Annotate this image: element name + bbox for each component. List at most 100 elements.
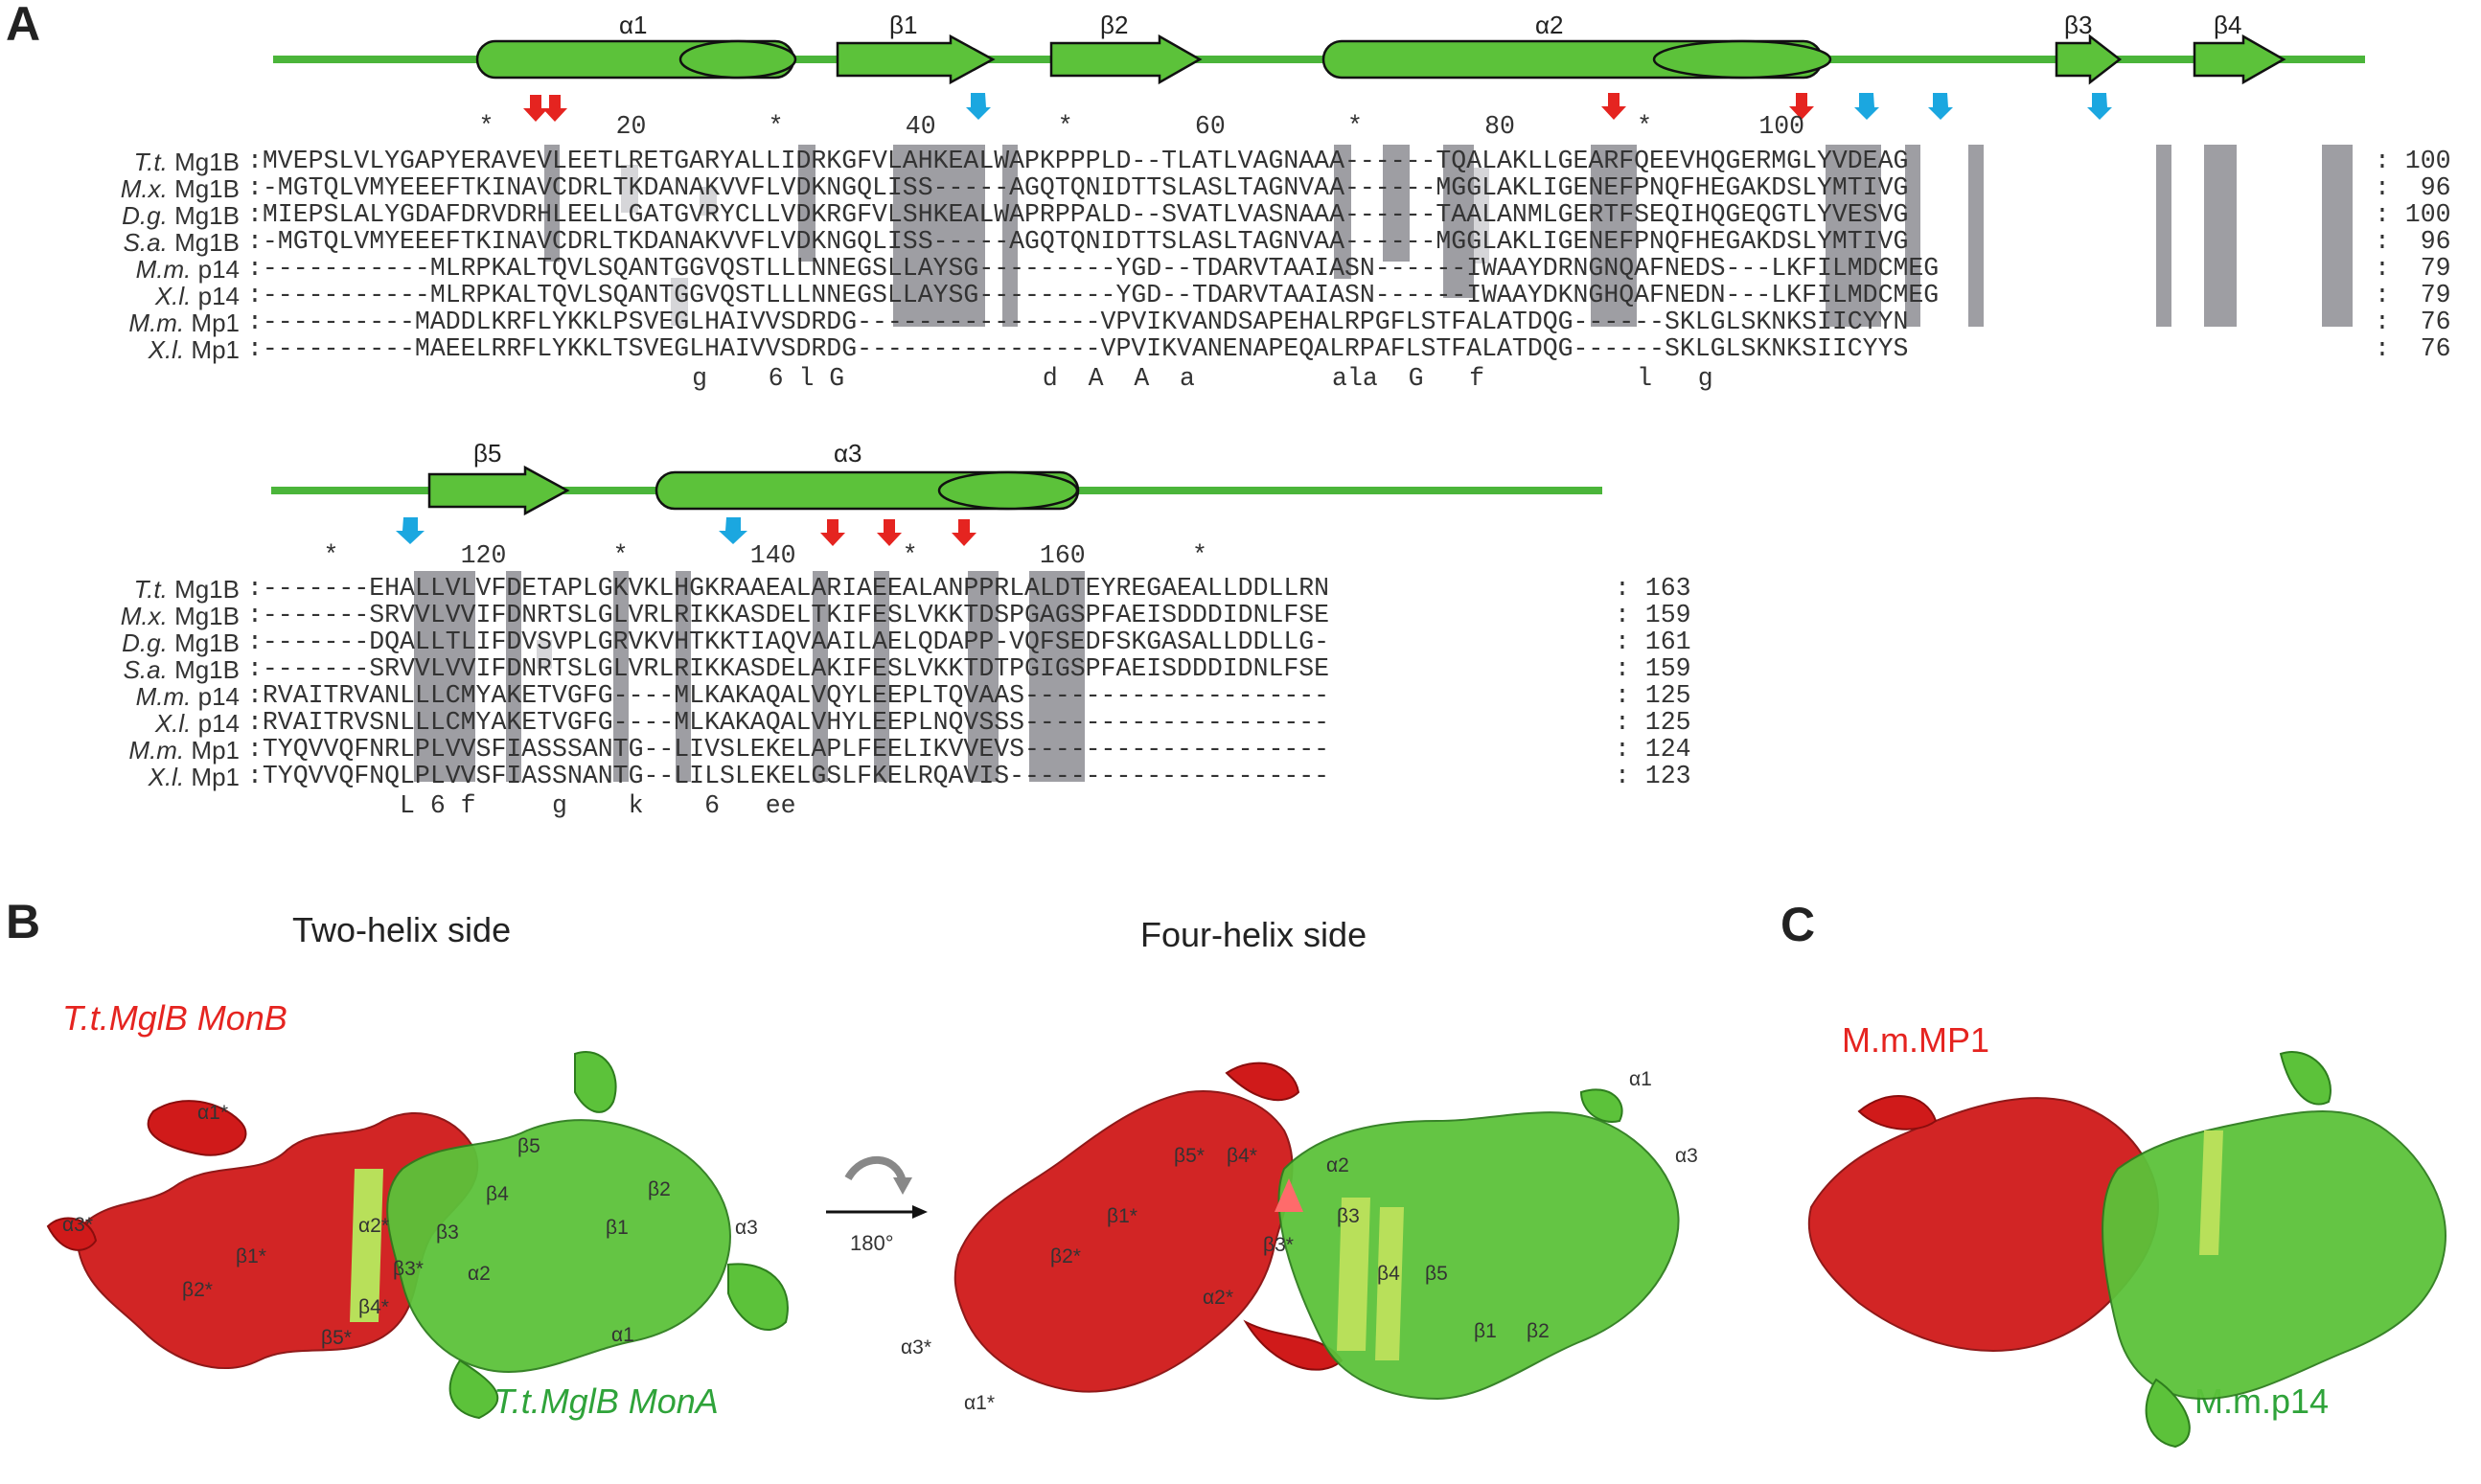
red-chain-cartoon — [953, 1062, 1344, 1393]
structure-label: β2 — [1527, 1320, 1550, 1342]
residue-arrows-1 — [523, 93, 2112, 122]
ss-label-alpha2: α2 — [1535, 11, 1564, 39]
ss-label-beta4: β4 — [2214, 11, 2242, 39]
structure-label: β4* — [1227, 1145, 1257, 1167]
structure-label: α1* — [197, 1102, 228, 1124]
monb-label: T.t.MglB MonB — [62, 998, 287, 1038]
species-label-6: X.l. p14 — [154, 709, 240, 738]
sequence-row: :MVEPSLVLYGAPYERAVEVLEETLRETGARYALLIDRKG… — [247, 147, 1909, 175]
structure-label: α1 — [611, 1324, 634, 1346]
structure-label: β3 — [436, 1221, 459, 1244]
green-chain-cartoon — [1277, 1088, 1680, 1401]
mp1-label: M.m.MP1 — [1842, 1020, 1990, 1060]
structure-label: β3* — [393, 1258, 424, 1280]
structure-label: β4 — [486, 1183, 509, 1205]
sequence-row: :-----------MLRPKALTQVLSQANTGGVQSTLLLNNE… — [247, 254, 1940, 283]
structure-mp1-p14 — [1807, 1051, 2447, 1449]
structure-label: α3 — [735, 1217, 758, 1239]
sequence-row: :-MGTQLVMYEEEFTKINAVCDRLTKDANAKVVFLVDKNG… — [247, 227, 1909, 256]
ruler-1: * 20 * 40 * 60 * 80 * 100 — [402, 112, 1805, 141]
ss-label-beta3: β3 — [2064, 11, 2093, 39]
end-number: : 125 — [1615, 708, 1691, 737]
ruler-2: * 120 * 140 * 160 * — [247, 541, 1207, 570]
conservation-shading-2 — [414, 571, 1085, 782]
sequence-row: :-------SRVVLVVIFDNRTSLGLVRLRIKKASDELTKI… — [247, 601, 1330, 629]
species-label-4: S.a. Mg1B — [123, 655, 240, 684]
structure-label: β1* — [236, 1245, 266, 1267]
structure-label: α2 — [468, 1263, 491, 1285]
ss-label-alpha3: α3 — [834, 439, 862, 468]
red-chain-cartoon — [1807, 1095, 2159, 1353]
structure-label: β4 — [1377, 1263, 1400, 1285]
structure-four-helix-side — [953, 1062, 1680, 1401]
structure-label: β3* — [1263, 1234, 1294, 1256]
sequence-row: :-------SRVVLVVIFDNRTSLGLVRLRIKKASDELAKI… — [247, 654, 1330, 683]
species-label-1: T.t. Mg1B — [133, 148, 240, 176]
blue-arrow-icon — [396, 517, 747, 544]
structure-label: β2 — [648, 1178, 671, 1200]
structure-label: α1 — [1629, 1068, 1652, 1090]
green-chain-cartoon — [2102, 1051, 2447, 1449]
structure-two-helix-side — [46, 1051, 789, 1420]
structure-label: β3 — [1337, 1205, 1360, 1227]
strand-beta4-glyph — [2193, 34, 2286, 85]
helix-alpha3-glyph — [655, 470, 1080, 511]
end-number: : 159 — [1615, 601, 1691, 629]
end-number: : 76 — [2375, 308, 2451, 336]
central-sheet-cartoon — [350, 1169, 383, 1322]
sequence-row: :----------MAEELRRFLYKKLTSVEGLHAIVVSDRDG… — [247, 334, 1909, 363]
mona-label: T.t.MglB MonA — [494, 1381, 719, 1421]
sequence-row: :-------EHALLVLVFDETAPLGKVKLHGKRAAEALARI… — [247, 574, 1330, 603]
species-label-7: M.m. Mp1 — [128, 736, 240, 765]
rotate-arrow-icon — [826, 1155, 928, 1219]
end-number: : 125 — [1615, 681, 1691, 710]
species-label-3: D.g. Mg1B — [122, 201, 240, 230]
consensus-row-2: L 6 f g k 6 ee — [247, 791, 796, 820]
strand-beta1-glyph — [836, 34, 996, 85]
ss-label-beta5: β5 — [473, 439, 502, 468]
strand-beta5-glyph — [427, 465, 570, 516]
ss-label-beta2: β2 — [1100, 11, 1129, 39]
species-label-2: M.x. Mg1B — [120, 174, 240, 203]
structure-label: α3* — [62, 1214, 93, 1236]
structure-label: α2 — [1326, 1154, 1349, 1176]
end-number: : 79 — [2375, 254, 2451, 283]
end-number: : 76 — [2375, 334, 2451, 363]
species-label-5: M.m. p14 — [135, 682, 240, 711]
end-number: : 163 — [1615, 574, 1691, 603]
structure-label: β1 — [606, 1217, 629, 1239]
structure-label: α2* — [358, 1215, 389, 1237]
end-number: : 123 — [1615, 762, 1691, 790]
ss-label-alpha1: α1 — [619, 11, 648, 39]
sequence-row: :-MGTQLVMYEEEFTKINAVCDRLTKDANAKVVFLVDKNG… — [247, 173, 1909, 202]
strand-beta2-glyph — [1049, 34, 1203, 85]
green-chain-cartoon — [386, 1051, 789, 1420]
structure-label: α3 — [1675, 1145, 1698, 1167]
red-arrow-icon — [523, 93, 1814, 122]
species-label-4: S.a. Mg1B — [123, 228, 240, 257]
species-label-7: M.m. Mp1 — [128, 308, 240, 337]
residue-arrows-2 — [396, 517, 976, 546]
end-number: : 161 — [1615, 628, 1691, 656]
central-sheet-cartoon — [1337, 1198, 1404, 1360]
species-label-5: M.m. p14 — [135, 255, 240, 284]
panel-c-letter: C — [1780, 898, 1816, 951]
two-helix-title: Two-helix side — [292, 910, 512, 949]
sequence-row: :RVAITRVSNLLLCMYAKETVGFG----MLKAKAQALVHY… — [247, 708, 1330, 737]
panel-a-letter: A — [6, 0, 41, 51]
structure-label: β1 — [1474, 1320, 1497, 1342]
structure-label: β1* — [1107, 1205, 1137, 1227]
structure-label: β5* — [1174, 1145, 1205, 1167]
sequence-row: :MIEPSLALYGDAFDRVDRHLEELLGATGVRYCLLVDKRG… — [247, 200, 1909, 229]
end-number: : 96 — [2375, 173, 2451, 202]
strand-beta3-glyph — [2055, 34, 2123, 85]
sequence-row: :TYQVVQFNQLPLVVSFIASSNANTG--LILSLEKELGSL… — [247, 762, 1330, 790]
sequence-row: :-----------MLRPKALTQVLSQANTGGVQSTLLLNNE… — [247, 281, 1940, 309]
blue-arrow-icon — [966, 93, 2112, 120]
species-label-3: D.g. Mg1B — [122, 628, 240, 657]
structure-label: β4* — [358, 1296, 389, 1318]
structure-label: β5* — [321, 1327, 352, 1349]
end-number: : 79 — [2375, 281, 2451, 309]
helix-alpha2-glyph — [1321, 39, 1832, 80]
helix-alpha1-glyph — [475, 39, 797, 80]
